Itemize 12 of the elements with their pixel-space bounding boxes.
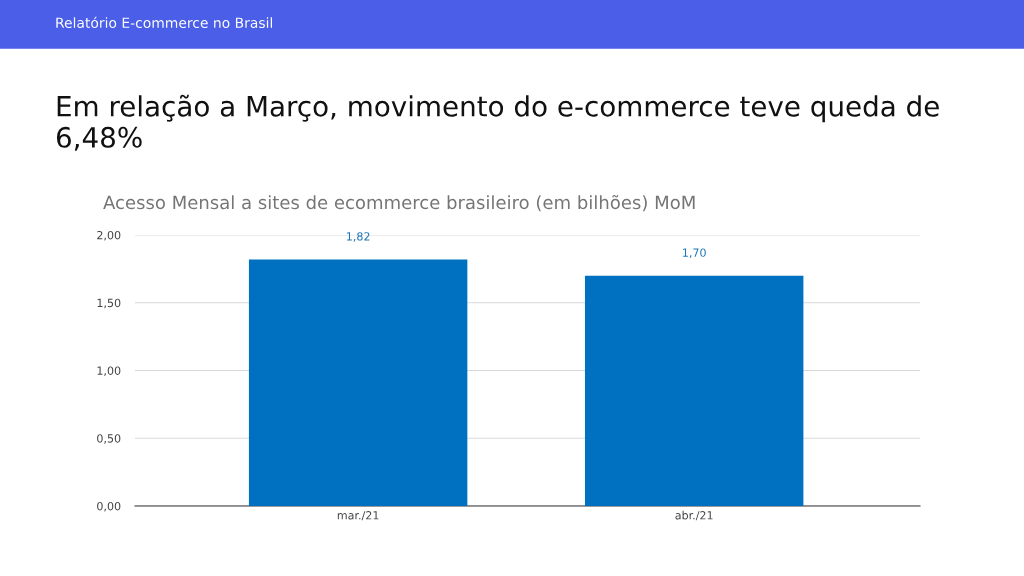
data-label: 1,82 — [346, 232, 370, 242]
y-tick-label: 2,00 — [97, 230, 121, 241]
y-tick-label: 0,00 — [97, 501, 121, 512]
y-tick-label: 1,00 — [97, 366, 121, 377]
text: Relatório E-commerce no Brasil — [56, 16, 272, 29]
chart-subtitle: Acesso Mensal a sites de ecommerce brasileiro (em bilhões) MoM — [103, 194, 695, 212]
data-label: 1,70 — [683, 248, 706, 258]
chart-title: Em relação a Março, movimento do e-commerce teve queda de 6,48% — [56, 94, 939, 151]
x-tick-label: abr./21 — [675, 510, 713, 521]
y-tick-label: 1,50 — [97, 298, 121, 309]
x-tick-label: mar./21 — [337, 511, 379, 521]
y-tick-label: 0,50 — [97, 434, 121, 444]
